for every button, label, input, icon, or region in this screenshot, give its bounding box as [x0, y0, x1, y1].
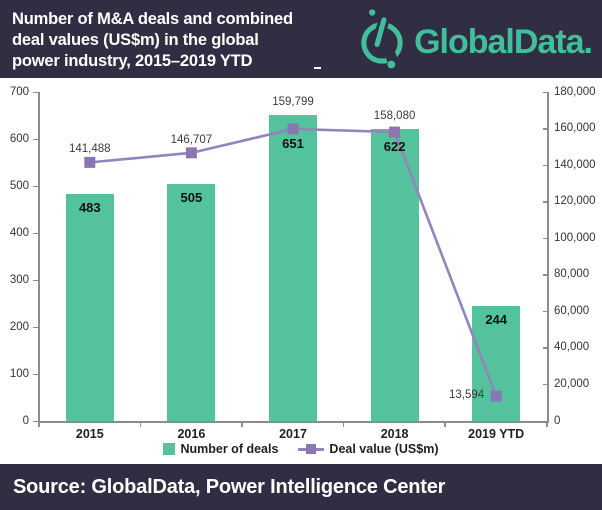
chart-title: Number of M&A deals and combined deal va… [0, 0, 293, 72]
right-axis-tick-label: 20,000 [554, 377, 590, 390]
right-axis-tick-label: 80,000 [554, 268, 590, 281]
deals-bar [269, 115, 317, 421]
left-axis-tick [33, 279, 38, 281]
artifact-dash [314, 67, 321, 69]
left-axis-tick [33, 185, 38, 187]
bar-swatch-icon [163, 443, 176, 455]
right-axis-tick [543, 274, 548, 276]
right-axis-tick-label: 40,000 [554, 341, 590, 354]
left-axis-tick-label: 200 [9, 320, 29, 333]
legend-label: Number of deals [180, 442, 279, 456]
x-axis-line [38, 421, 549, 423]
right-axis-tick-label: 120,000 [554, 195, 596, 208]
chart-title-line3: power industry, 2015–2019 YTD [12, 52, 253, 70]
left-axis-tick [33, 326, 38, 328]
deals-bar [370, 128, 419, 421]
deals-bar [167, 183, 216, 421]
legend-item-deal-value: Deal value (US$m) [298, 442, 439, 456]
bar-value-label: 505 [180, 189, 203, 205]
left-axis-tick-label: 600 [9, 132, 29, 145]
source-text: Source: GlobalData, Power Intelligence C… [13, 475, 446, 498]
right-axis-tick [543, 420, 548, 422]
globaldata-logo: GlobalData. [356, 8, 593, 75]
bar-value-label: 483 [78, 199, 101, 215]
left-axis-tick [33, 373, 38, 375]
left-axis-tick [33, 232, 38, 234]
x-category-label: 2017 [279, 427, 307, 441]
x-category-label: 2019 YTD [468, 427, 525, 441]
legend-item-number-of-deals: Number of deals [163, 442, 278, 456]
right-axis-tick [543, 164, 548, 167]
right-axis-tick [543, 347, 548, 349]
bar-value-label: 622 [383, 139, 406, 155]
globaldata-globe-icon [356, 8, 408, 75]
chart-title-line1: Number of M&A deals and combined [12, 10, 293, 28]
x-axis-tick [546, 423, 548, 427]
header-bar: Number of M&A deals and combined deal va… [0, 0, 602, 78]
bar-value-label: 651 [282, 135, 304, 151]
left-axis-tick-label: 700 [9, 85, 29, 98]
bar-value-label: 244 [485, 312, 508, 328]
x-axis-tick [38, 423, 40, 427]
line-marker-swatch-icon [298, 443, 325, 455]
line-value-label: 158,080 [373, 109, 416, 122]
line-value-label: 146,707 [170, 133, 213, 146]
left-axis-tick-label: 500 [9, 179, 29, 192]
left-axis-tick [33, 138, 38, 140]
deals-bar [65, 193, 114, 421]
right-axis-tick-label: 160,000 [554, 122, 596, 135]
left-axis-tick-label: 100 [9, 367, 29, 380]
right-axis-tick [543, 237, 548, 240]
x-axis-tick [241, 423, 243, 427]
right-axis-tick-label: 180,000 [554, 85, 596, 98]
right-y-axis-line [547, 92, 549, 423]
line-value-label: 141,488 [69, 143, 111, 156]
right-axis-tick [543, 310, 548, 313]
right-axis-tick [543, 128, 548, 130]
right-axis-tick-label: 0 [554, 414, 561, 427]
chart-title-line2: deal values (US$m) in the global [12, 31, 259, 49]
x-axis-tick [139, 423, 142, 427]
legend-label: Deal value (US$m) [329, 442, 439, 456]
left-y-axis-line [38, 92, 40, 423]
left-axis-tick-label: 300 [9, 273, 29, 286]
left-axis-tick [33, 420, 38, 422]
right-axis-tick [543, 201, 548, 203]
right-axis-tick-label: 60,000 [554, 304, 590, 317]
x-category-label: 2018 [380, 427, 409, 441]
right-axis-tick [543, 91, 548, 93]
left-axis-tick [33, 91, 38, 93]
chart-legend: Number of deals Deal value (US$m) [0, 440, 602, 458]
right-axis-tick [543, 383, 548, 386]
x-category-label: 2015 [75, 427, 104, 441]
globaldata-wordmark: GlobalData. [414, 22, 593, 61]
right-axis-tick-label: 100,000 [554, 231, 596, 244]
x-category-label: 2016 [177, 427, 206, 441]
x-axis-tick [444, 423, 446, 427]
x-axis-tick [342, 423, 345, 427]
source-bar: Source: GlobalData, Power Intelligence C… [0, 464, 602, 510]
left-axis-tick-label: 0 [22, 414, 29, 427]
left-axis-tick-label: 400 [9, 226, 29, 239]
line-value-label: 13,594 [449, 389, 485, 402]
line-value-label: 159,799 [272, 96, 314, 109]
right-axis-tick-label: 140,000 [554, 158, 596, 171]
